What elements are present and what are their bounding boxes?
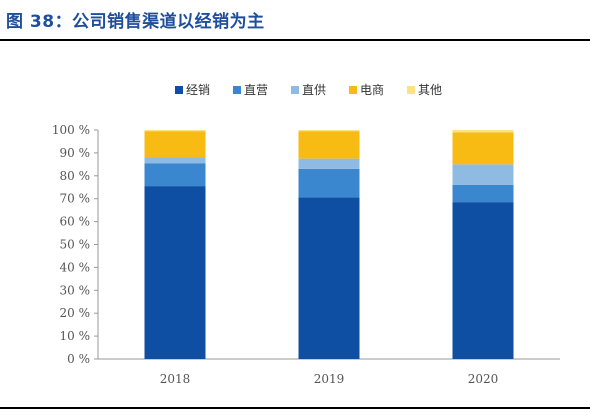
bar-segment xyxy=(452,202,514,359)
y-tick-label: 10 % xyxy=(60,329,91,343)
y-tick-label: 70 % xyxy=(60,192,91,206)
bars xyxy=(144,130,514,359)
legend: 经销 直营 直供 电商 其他 xyxy=(175,82,442,97)
bar-segment xyxy=(144,130,206,132)
bar-segment xyxy=(298,168,360,198)
bar-segment xyxy=(298,131,360,159)
y-tick-label: 30 % xyxy=(60,283,91,297)
x-tick-label: 2019 xyxy=(314,372,345,386)
legend-swatch xyxy=(349,86,357,94)
legend-label: 经销 xyxy=(186,83,210,97)
figure-title: 图 38：公司销售渠道以经销为主 xyxy=(6,12,265,32)
bar-segment xyxy=(144,131,206,158)
bar-segment xyxy=(298,158,360,169)
bar-segment xyxy=(144,186,206,359)
legend-swatch xyxy=(175,86,183,94)
y-tick-label: 100 % xyxy=(52,123,90,137)
legend-label: 直营 xyxy=(244,83,268,97)
bar-segment xyxy=(452,132,514,165)
y-tick-label: 20 % xyxy=(60,306,91,320)
bar-segment xyxy=(144,157,206,164)
y-tick-label: 0 % xyxy=(67,352,90,366)
y-tick-label: 60 % xyxy=(60,215,91,229)
bar-segment xyxy=(452,164,514,185)
bottom-rule xyxy=(0,407,590,409)
x-tick-label: 2020 xyxy=(468,372,499,386)
bar-segment xyxy=(452,184,514,203)
bar-segment xyxy=(298,130,360,132)
y-tick-label: 50 % xyxy=(60,238,91,252)
y-tick-label: 80 % xyxy=(60,169,91,183)
y-tick-label: 40 % xyxy=(60,260,91,274)
legend-swatch xyxy=(407,86,415,94)
bar-segment xyxy=(452,130,514,133)
legend-label: 直供 xyxy=(302,83,326,97)
y-tick-label: 90 % xyxy=(60,146,91,160)
legend-swatch xyxy=(291,86,299,94)
bar-segment xyxy=(144,163,206,187)
legend-swatch xyxy=(233,86,241,94)
x-tick-label: 2018 xyxy=(160,372,191,386)
legend-label: 电商 xyxy=(360,82,384,97)
axes: 0 % 10 % 20 % 30 % 40 % 50 % 60 % 70 % 80 % 90 % 1… xyxy=(52,123,560,386)
top-rule xyxy=(0,39,590,41)
bar-segment xyxy=(298,197,360,359)
legend-label: 其他 xyxy=(418,83,442,97)
